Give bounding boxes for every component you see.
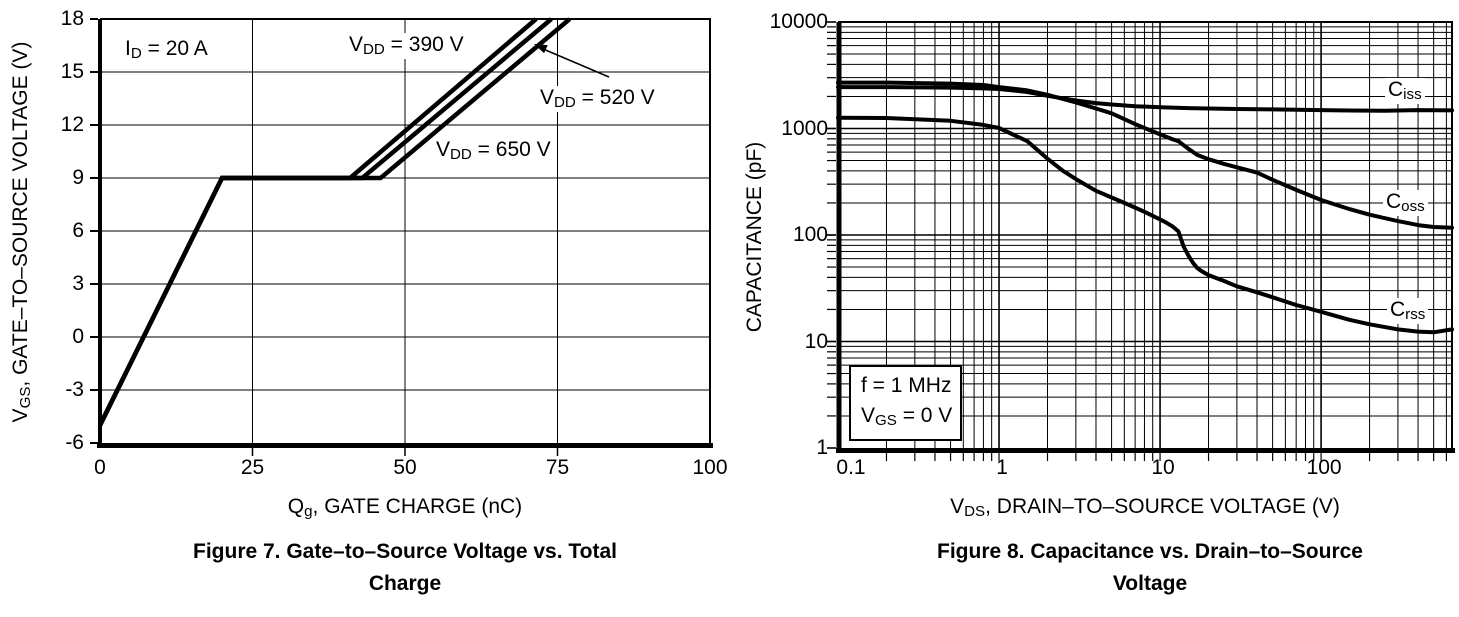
figure8-plot: [827, 21, 1455, 461]
fig7-y-tick-label: -3: [65, 378, 84, 401]
fig8-conditions-box: f = 1 MHz VGS = 0 V: [849, 365, 963, 441]
fig7-caption-line1: Figure 7. Gate–to–Source Voltage vs. Tot…: [193, 540, 617, 563]
vdd-390-label: VDD = 390 V: [346, 33, 467, 59]
fig7-x-axis-title: Qg, GATE CHARGE (nC): [287, 495, 523, 521]
fig7-y-tick-label: 3: [72, 272, 84, 295]
fig8-condition-vgs: VGS = 0 V: [861, 404, 953, 430]
fig8-caption-line2: Voltage: [1112, 572, 1188, 595]
fig8-y-tick-label: 100: [792, 223, 828, 246]
fig7-y-tick-label: -6: [65, 431, 84, 454]
fig7-caption-line2: Charge: [368, 572, 442, 595]
vdd-650-label: VDD = 650 V: [433, 138, 554, 164]
fig8-x-tick-label: 1: [996, 456, 1008, 479]
fig7-x-tick-label: 100: [692, 456, 728, 479]
fig7-y-tick-label: 9: [72, 166, 84, 189]
fig8-caption-line1: Figure 8. Capacitance vs. Drain–to–Sourc…: [937, 540, 1363, 563]
fig7-y-axis-title: VGS, GATE–TO–SOURCE VOLTAGE (V): [9, 41, 35, 423]
fig8-y-tick-label: 1: [816, 436, 828, 459]
fig7-x-tick-label: 50: [393, 456, 417, 479]
fig7-x-tick-label: 0: [94, 456, 106, 479]
fig7-x-tick-label: 75: [545, 456, 570, 479]
fig8-y-tick-label: 1000: [781, 116, 828, 140]
vdd-520-label: VDD = 520 V: [537, 86, 658, 112]
fig7-y-tick-label: 6: [72, 219, 84, 242]
crss-curve-label: Crss: [1387, 298, 1429, 324]
fig7-y-tick-label: 12: [60, 113, 84, 136]
fig8-condition-frequency: f = 1 MHz: [861, 374, 952, 397]
fig7-condition-label: ID = 20 A: [125, 37, 208, 63]
ciss-curve-label: Ciss: [1385, 78, 1425, 104]
coss-curve-label: Coss: [1383, 190, 1428, 216]
fig7-y-tick-label: 18: [60, 7, 84, 30]
fig7-y-tick-label: 15: [60, 60, 84, 83]
fig7-y-tick-label: 0: [72, 325, 84, 348]
fig8-y-tick-label: 10: [804, 329, 828, 353]
fig8-x-axis-title: VDS, DRAIN–TO–SOURCE VOLTAGE (V): [950, 495, 1340, 521]
fig8-x-tick-label: 10: [1151, 456, 1175, 479]
fig7-x-tick-label: 25: [240, 456, 265, 479]
fig8-x-tick-label: 0.1: [836, 456, 866, 479]
fig8-y-tick-label: 10000: [769, 10, 828, 33]
figure7-plot: [90, 17, 713, 456]
fig8-x-tick-label: 100: [1306, 456, 1342, 479]
